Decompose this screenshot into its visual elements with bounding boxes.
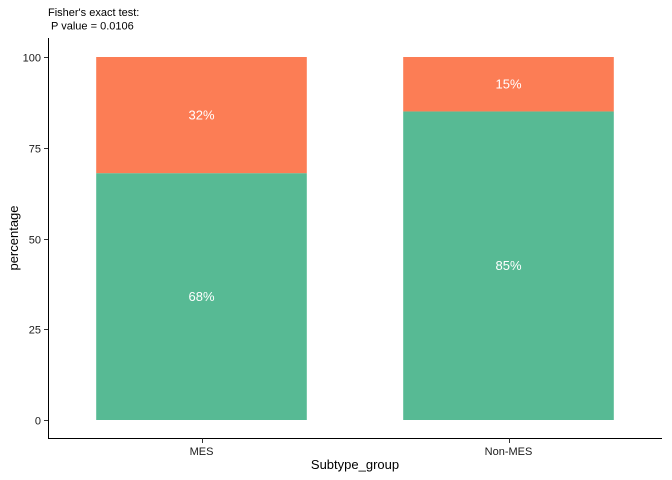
bar-value-label: 85%	[495, 258, 521, 273]
y-axis-title: percentage	[6, 205, 21, 270]
bar-value-label: 15%	[495, 77, 521, 92]
y-tick-label: 100	[23, 53, 41, 65]
y-axis-ticks: 0 25 50 75 100	[23, 53, 48, 428]
chart-subtitle-line-1: Fisher's exact test:	[48, 7, 139, 19]
bar-labels-group: 68% 32% 85% 15%	[188, 77, 521, 304]
y-tick-label: 25	[29, 325, 41, 337]
bar-value-label: 68%	[188, 289, 214, 304]
bar-non-mes-segment-1	[403, 57, 614, 112]
x-tick-label: Non-MES	[485, 446, 533, 458]
bar-mes-segment-0	[96, 173, 307, 420]
chart-subtitle-line-2: P value = 0.0106	[48, 21, 134, 33]
bars-group	[96, 57, 614, 420]
x-axis-title: Subtype_group	[311, 457, 399, 472]
x-tick-label: MES	[190, 446, 214, 458]
bar-value-label: 32%	[188, 108, 214, 123]
y-tick-label: 75	[29, 144, 41, 156]
x-axis-ticks: MES Non-MES	[190, 438, 533, 458]
y-tick-label: 50	[29, 235, 41, 247]
bar-non-mes-segment-0	[403, 111, 614, 420]
bar-mes-segment-1	[96, 57, 307, 174]
y-tick-label: 0	[35, 416, 41, 428]
